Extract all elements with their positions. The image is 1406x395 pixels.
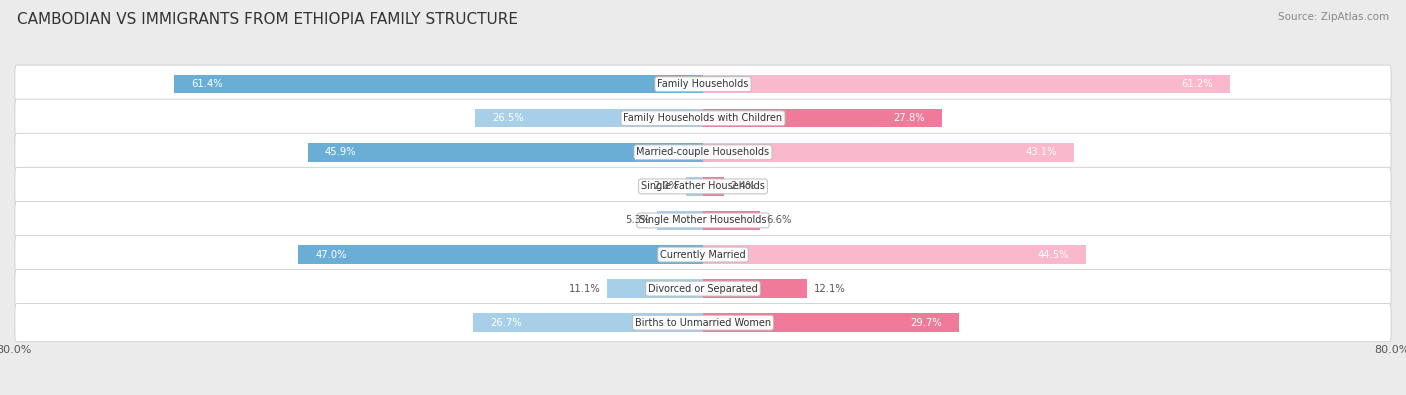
Bar bbox=[298, 245, 703, 264]
Text: Currently Married: Currently Married bbox=[661, 250, 745, 260]
Text: 27.8%: 27.8% bbox=[894, 113, 925, 123]
Text: 12.1%: 12.1% bbox=[814, 284, 846, 293]
FancyBboxPatch shape bbox=[15, 65, 1391, 103]
Text: 44.5%: 44.5% bbox=[1038, 250, 1069, 260]
Bar bbox=[703, 75, 1230, 93]
FancyBboxPatch shape bbox=[15, 304, 1391, 342]
Text: Married-couple Households: Married-couple Households bbox=[637, 147, 769, 157]
Bar bbox=[472, 314, 703, 332]
Text: 47.0%: 47.0% bbox=[315, 250, 347, 260]
Text: 45.9%: 45.9% bbox=[325, 147, 357, 157]
Text: 61.2%: 61.2% bbox=[1181, 79, 1213, 89]
Text: Single Father Households: Single Father Households bbox=[641, 181, 765, 192]
Text: Family Households with Children: Family Households with Children bbox=[623, 113, 783, 123]
Text: Births to Unmarried Women: Births to Unmarried Women bbox=[636, 318, 770, 328]
Text: Source: ZipAtlas.com: Source: ZipAtlas.com bbox=[1278, 12, 1389, 22]
Bar bbox=[703, 177, 724, 196]
FancyBboxPatch shape bbox=[15, 269, 1391, 308]
Bar bbox=[703, 109, 942, 128]
Bar bbox=[703, 245, 1087, 264]
Bar bbox=[686, 177, 703, 196]
Text: 2.4%: 2.4% bbox=[731, 181, 756, 192]
Text: Single Mother Households: Single Mother Households bbox=[640, 215, 766, 226]
Bar bbox=[475, 109, 703, 128]
Bar bbox=[703, 314, 959, 332]
Text: Family Households: Family Households bbox=[658, 79, 748, 89]
Text: 26.5%: 26.5% bbox=[492, 113, 524, 123]
Text: CAMBODIAN VS IMMIGRANTS FROM ETHIOPIA FAMILY STRUCTURE: CAMBODIAN VS IMMIGRANTS FROM ETHIOPIA FA… bbox=[17, 12, 517, 27]
Text: 61.4%: 61.4% bbox=[191, 79, 224, 89]
Text: 43.1%: 43.1% bbox=[1025, 147, 1057, 157]
Bar bbox=[703, 279, 807, 298]
Bar bbox=[174, 75, 703, 93]
FancyBboxPatch shape bbox=[15, 201, 1391, 239]
Bar bbox=[607, 279, 703, 298]
Text: 29.7%: 29.7% bbox=[910, 318, 942, 328]
Text: 11.1%: 11.1% bbox=[569, 284, 600, 293]
Bar bbox=[703, 211, 759, 229]
Text: 2.0%: 2.0% bbox=[654, 181, 679, 192]
FancyBboxPatch shape bbox=[15, 133, 1391, 171]
Bar bbox=[658, 211, 703, 229]
FancyBboxPatch shape bbox=[15, 167, 1391, 205]
Text: 5.3%: 5.3% bbox=[626, 215, 651, 226]
Bar bbox=[703, 143, 1074, 162]
Bar bbox=[308, 143, 703, 162]
Text: 6.6%: 6.6% bbox=[766, 215, 792, 226]
Text: 26.7%: 26.7% bbox=[491, 318, 522, 328]
FancyBboxPatch shape bbox=[15, 235, 1391, 274]
Text: Divorced or Separated: Divorced or Separated bbox=[648, 284, 758, 293]
FancyBboxPatch shape bbox=[15, 99, 1391, 137]
